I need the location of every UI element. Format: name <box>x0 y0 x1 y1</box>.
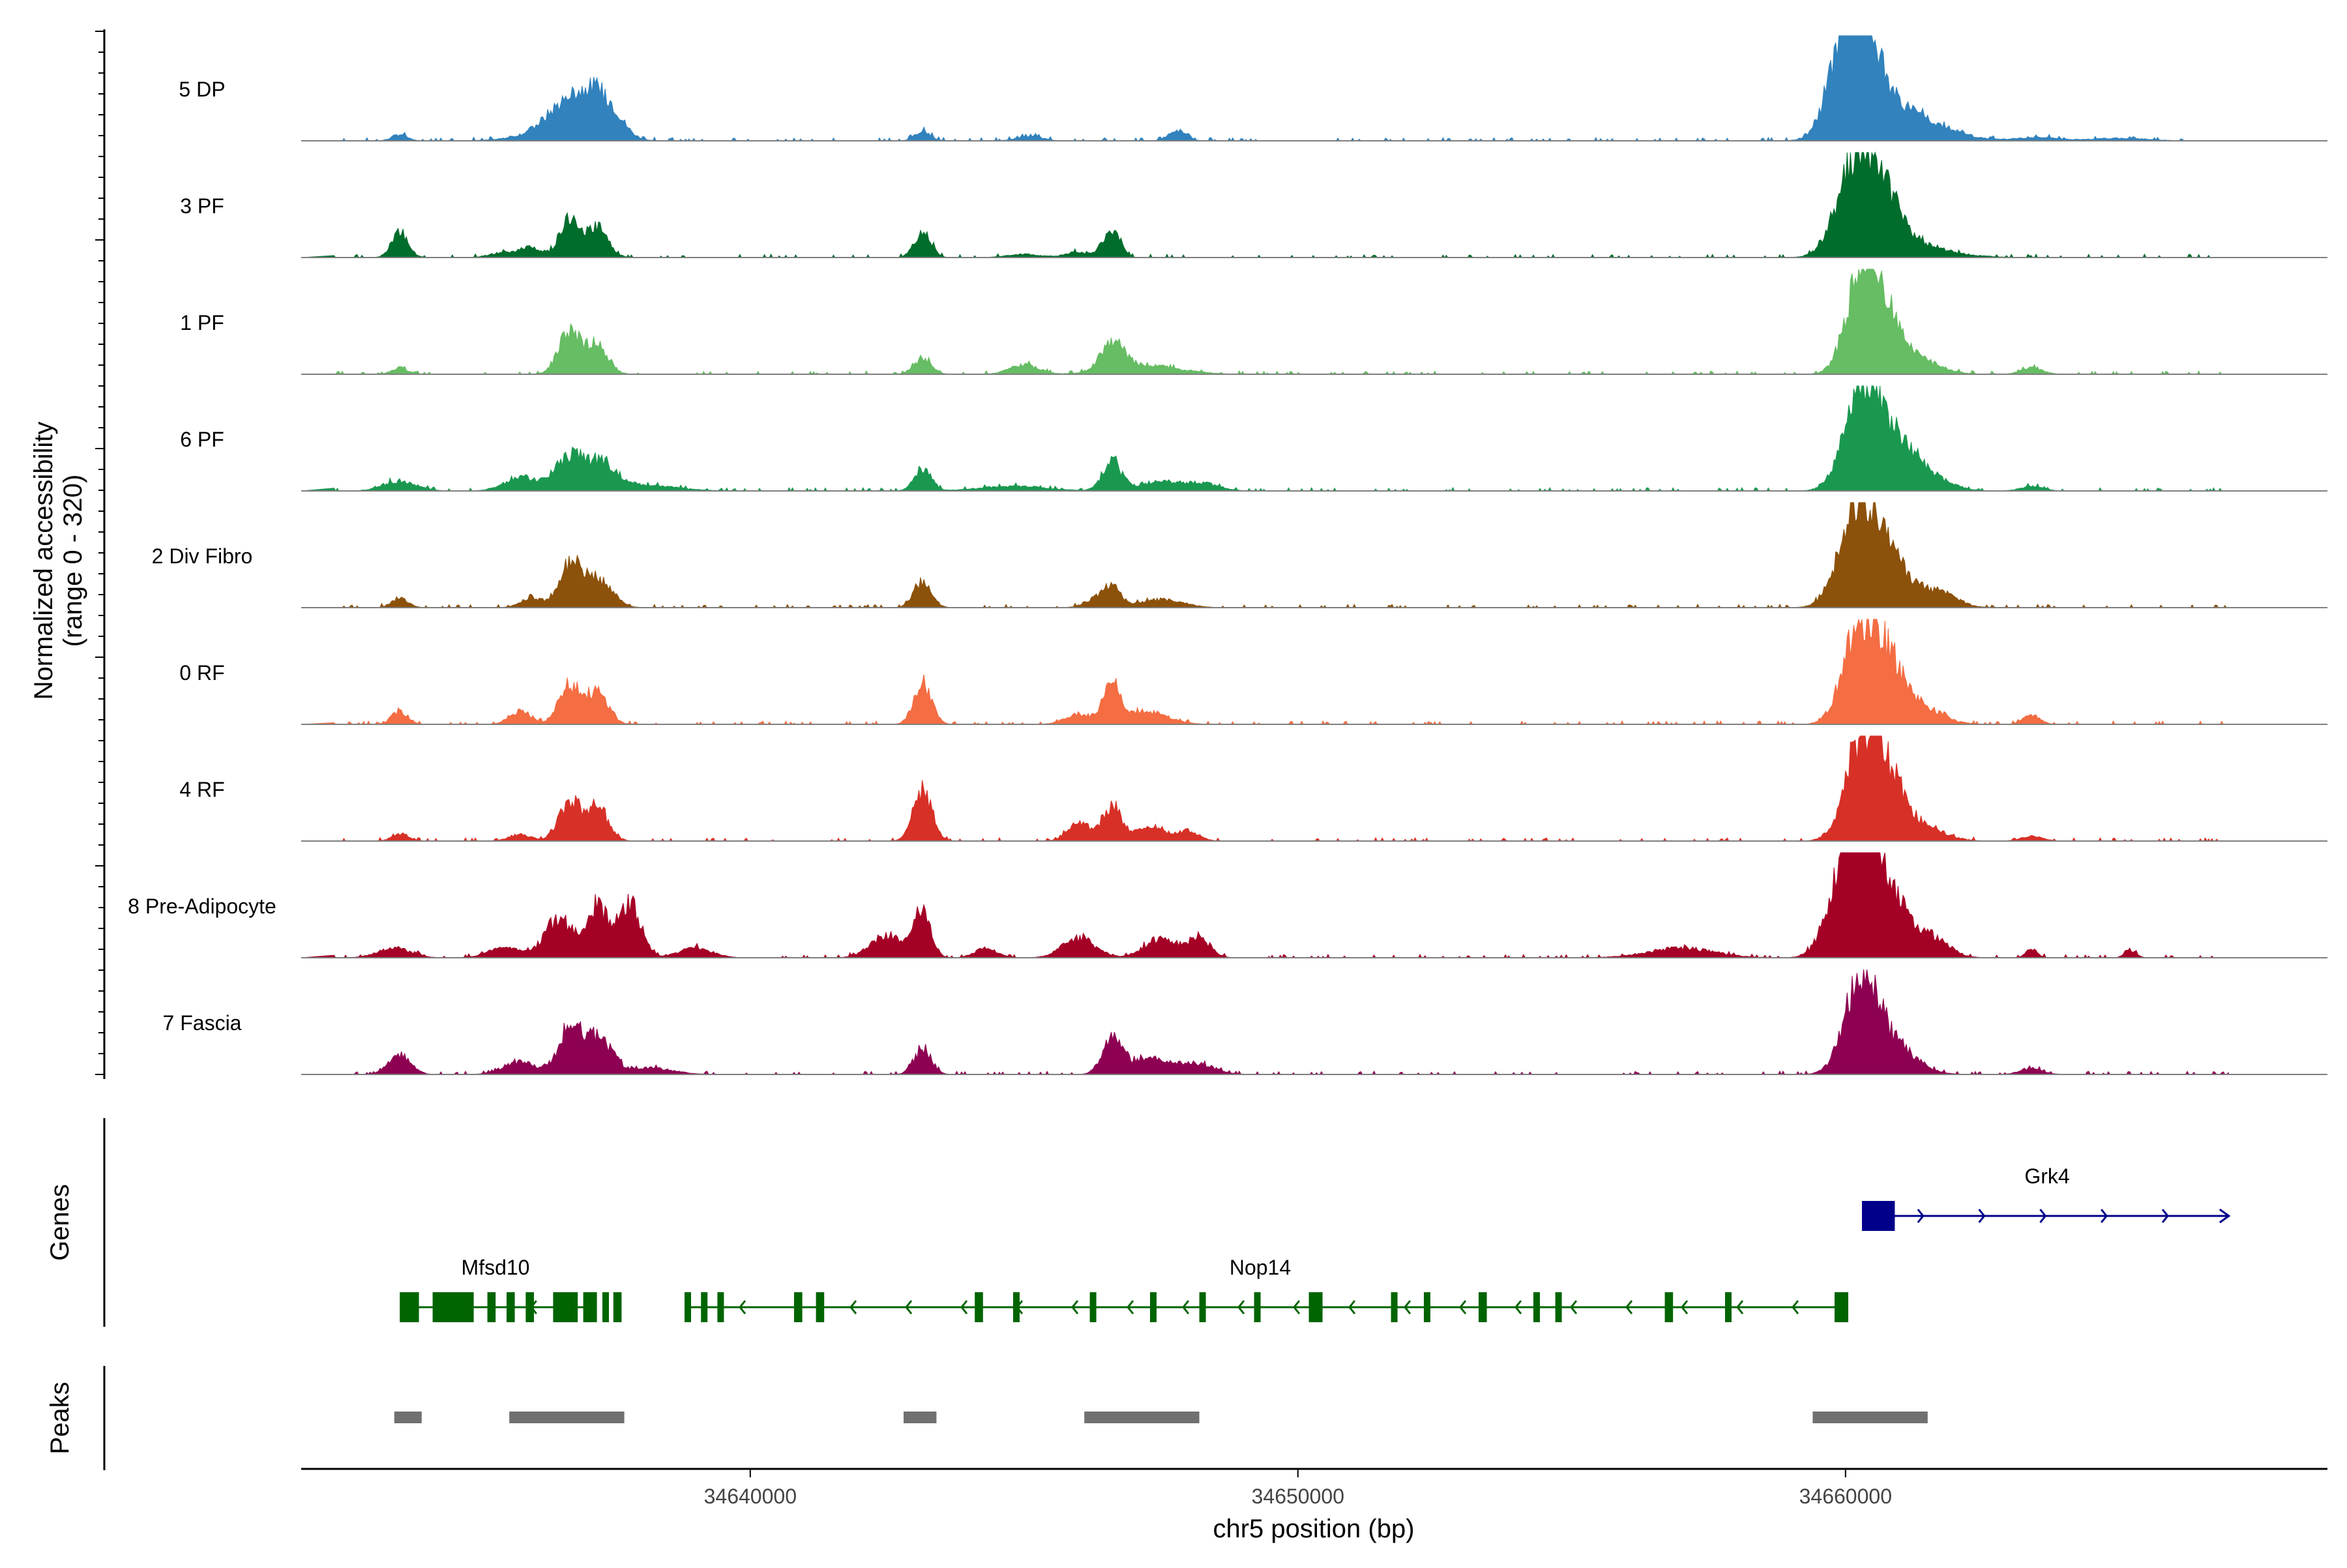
exon-block <box>975 1292 983 1322</box>
strand-arrow <box>1127 1300 1134 1314</box>
strand-arrow <box>1348 1300 1356 1314</box>
exon-block <box>1013 1292 1020 1322</box>
track-label: 4 RF <box>179 778 224 801</box>
strand-arrow <box>1071 1300 1079 1314</box>
strand-arrow <box>1917 1209 1925 1223</box>
peak-region <box>904 1412 937 1423</box>
peak-region <box>1084 1412 1200 1423</box>
strand-arrow <box>1792 1300 1799 1314</box>
x-axis-label: chr5 position (bp) <box>1213 1515 1414 1543</box>
strand-arrow <box>2039 1209 2047 1223</box>
track-7-fascia: 7 Fascia <box>163 969 2327 1076</box>
x-tick-label: 34650000 <box>1252 1485 1344 1508</box>
gene-label: Mfsd10 <box>462 1256 530 1279</box>
track-label: 0 RF <box>179 661 224 685</box>
strand-arrow <box>849 1300 857 1314</box>
exon-block <box>1533 1292 1540 1322</box>
track-1-pf: 1 PF <box>180 269 2327 376</box>
exon-block <box>1835 1292 1848 1322</box>
gene-label: Grk4 <box>2024 1164 2069 1188</box>
exon-block <box>487 1292 496 1322</box>
track-6-pf: 6 PF <box>180 385 2327 492</box>
exon-block <box>432 1292 474 1322</box>
exon-block <box>685 1292 691 1322</box>
exon-block <box>1725 1292 1732 1322</box>
track-label: 7 Fascia <box>163 1011 242 1035</box>
exon-block <box>1254 1292 1261 1322</box>
track-label: 6 PF <box>180 428 224 451</box>
gene-label: Nop14 <box>1230 1256 1291 1279</box>
genes-panel-label: Genes <box>46 1184 74 1261</box>
strand-arrow <box>1404 1300 1411 1314</box>
exon-block <box>1424 1292 1430 1322</box>
x-tick-label: 34660000 <box>1799 1485 1892 1508</box>
exon-block <box>1391 1292 1398 1322</box>
exon-block <box>400 1292 419 1322</box>
peaks-panel-label: Peaks <box>46 1382 74 1454</box>
strand-arrow <box>1237 1300 1245 1314</box>
track-label: 2 Div Fibro <box>152 544 253 568</box>
exon-block <box>1555 1292 1562 1322</box>
strand-arrow <box>739 1300 746 1314</box>
track-0-rf: 0 RF <box>179 619 2327 726</box>
strand-arrow <box>1625 1300 1633 1314</box>
strand-arrow <box>2101 1209 2108 1223</box>
track-label: 3 PF <box>180 194 224 218</box>
exon-block <box>1199 1292 1206 1322</box>
track-label: 5 DP <box>179 78 225 101</box>
strand-arrow <box>1514 1300 1522 1314</box>
exon-block <box>1479 1292 1487 1322</box>
strand-arrow <box>1681 1300 1689 1314</box>
strand-arrow <box>960 1300 968 1314</box>
exon-block <box>1150 1292 1157 1322</box>
strand-arrow <box>2161 1209 2169 1223</box>
exon-block <box>613 1292 622 1322</box>
exon-block <box>602 1292 609 1322</box>
x-tick-label: 34640000 <box>704 1485 797 1508</box>
strand-arrow <box>1570 1300 1578 1314</box>
strand-arrow <box>905 1300 913 1314</box>
exon-block <box>1308 1292 1323 1322</box>
exon-block <box>816 1292 825 1322</box>
track-5-dp: 5 DP <box>179 35 2327 142</box>
exon-block <box>1089 1292 1097 1322</box>
strand-arrow <box>1459 1300 1467 1314</box>
exon-block <box>1862 1201 1895 1231</box>
peak-region <box>1812 1412 1928 1423</box>
track-label: 8 Pre-Adipocyte <box>128 895 276 918</box>
exon-block <box>794 1292 803 1322</box>
strand-arrow <box>1182 1300 1190 1314</box>
gene-mfsd10: Mfsd10 <box>400 1256 622 1322</box>
exon-block <box>525 1292 534 1322</box>
track-label: 1 PF <box>180 311 224 334</box>
gene-nop14: Nop14 <box>685 1256 1848 1322</box>
track-3-pf: 3 PF <box>180 151 2327 259</box>
gene-end-arrow <box>2219 1208 2231 1224</box>
strand-arrow <box>1736 1300 1744 1314</box>
track-2-div-fibro: 2 Div Fibro <box>152 502 2327 608</box>
gene-grk4: Grk4 <box>1862 1164 2231 1231</box>
exon-block <box>583 1292 597 1322</box>
strand-arrow <box>1293 1300 1301 1314</box>
peak-region <box>509 1412 625 1423</box>
track-8-pre-adipocyte: 8 Pre-Adipocyte <box>128 852 2327 958</box>
peak-region <box>394 1412 422 1423</box>
track-4-rf: 4 RF <box>179 735 2327 842</box>
exon-block <box>553 1292 578 1322</box>
strand-arrow <box>1978 1209 1986 1223</box>
exon-block <box>701 1292 708 1322</box>
exon-block <box>507 1292 515 1322</box>
y-axis-label-line1: Normalized accessibility <box>29 422 58 700</box>
y-axis-label-line2: (range 0 - 320) <box>59 475 87 647</box>
exon-block <box>1664 1292 1674 1322</box>
exon-block <box>717 1292 724 1322</box>
